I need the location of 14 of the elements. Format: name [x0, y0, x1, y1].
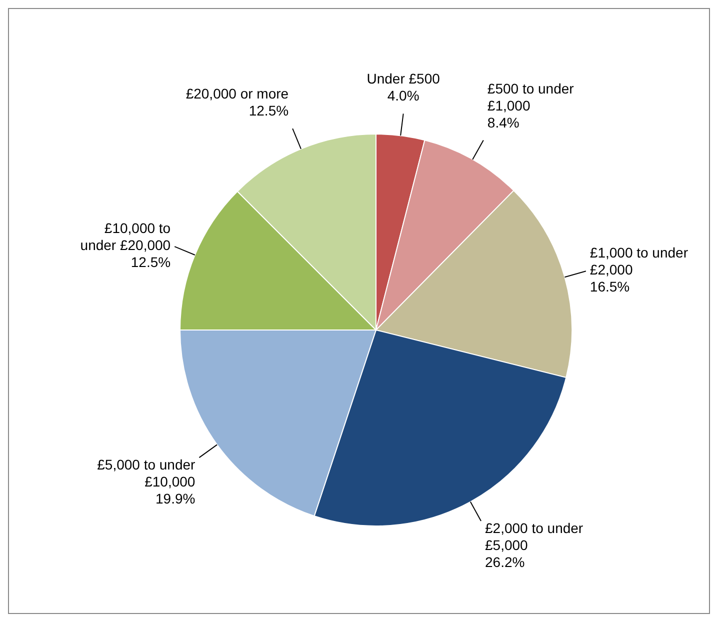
slice-label: £500 to under £1,000 — [487, 80, 574, 114]
data-label: 19.9% — [156, 490, 196, 507]
slice-label: £5,000 to under £10,000 — [97, 456, 196, 490]
slice-label: £20,000 or more — [186, 86, 289, 102]
data-label: 12.5% — [130, 254, 171, 270]
slice-label: £10,000 to under £20,000 — [80, 220, 171, 254]
data-label: 26.2% — [485, 554, 525, 570]
slice-label: £1,000 to under £2,000 — [590, 244, 688, 278]
data-label: 8.4% — [487, 114, 520, 130]
slice-label: £2,000 to under £5,000 — [485, 520, 584, 554]
data-label: 12.5% — [248, 102, 289, 119]
data-label: 16.5% — [590, 278, 630, 295]
data-label: 4.0% — [387, 88, 420, 104]
slice-label: Under £500 — [366, 70, 440, 87]
